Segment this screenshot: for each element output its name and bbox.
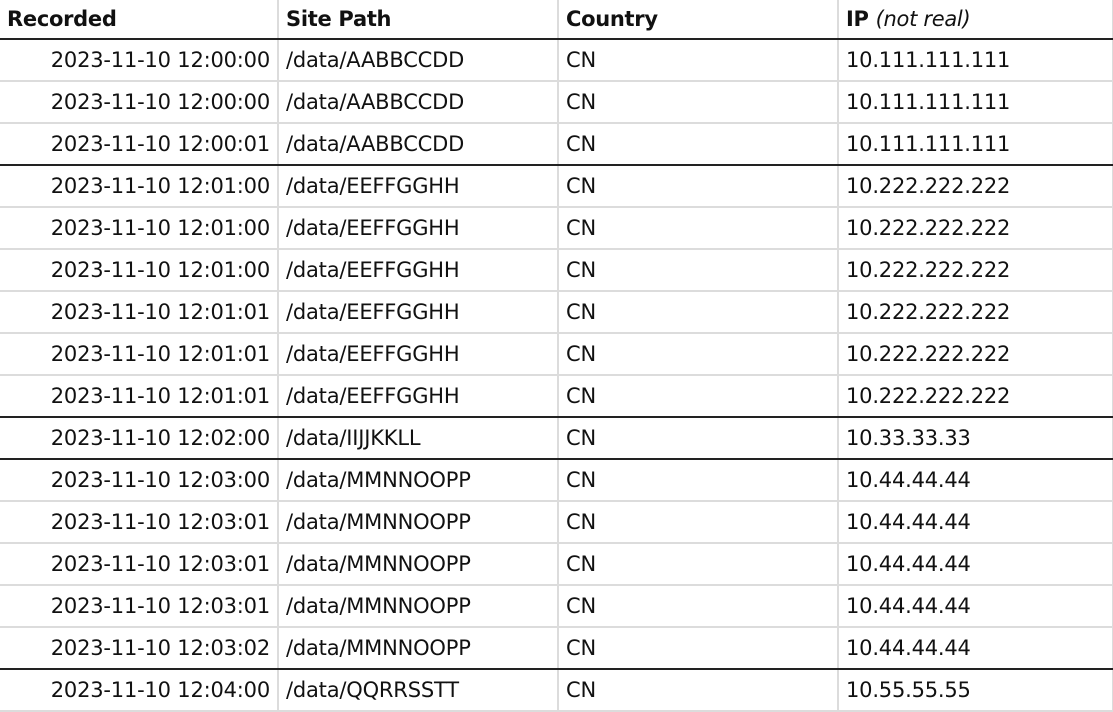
table-row: 2023-11-10 12:00:00/data/AABBCCDD CN 10.11… xyxy=(0,81,1113,124)
cell-country[interactable]: CN xyxy=(558,417,839,460)
cell-ip[interactable]: 10.55.55.55 xyxy=(838,669,1113,712)
cell-recorded[interactable]: 2023-11-10 12:01:00 xyxy=(0,207,279,250)
cell-recorded[interactable]: 2023-11-10 12:03:01 xyxy=(0,585,279,628)
cell-site-path[interactable]: /data/MMNNOOPP xyxy=(278,459,559,502)
cell-ip[interactable]: 10.44.44.44 xyxy=(838,627,1113,670)
cell-country[interactable]: CN xyxy=(558,249,839,292)
cell-country[interactable]: CN xyxy=(558,501,839,544)
cell-site-path[interactable]: /data/AABBCCDD xyxy=(278,81,559,124)
cell-recorded[interactable]: 2023-11-10 12:01:01 xyxy=(0,375,279,418)
table-row: 2023-11-10 12:03:00/data/MMNNOOPP CN 10.44… xyxy=(0,459,1113,502)
cell-site-path[interactable]: /data/QQRRSSTT xyxy=(278,669,559,712)
cell-country[interactable]: CN xyxy=(558,39,839,82)
cell-ip[interactable]: 10.44.44.44 xyxy=(838,543,1113,586)
cell-country[interactable]: CN xyxy=(558,585,839,628)
cell-country[interactable]: CN xyxy=(558,123,839,166)
cell-recorded[interactable]: 2023-11-10 12:00:01 xyxy=(0,123,279,166)
cell-country[interactable]: CN xyxy=(558,333,839,376)
table-row: 2023-11-10 12:03:01/data/MMNNOOPP CN 10.44… xyxy=(0,543,1113,586)
cell-recorded[interactable]: 2023-11-10 12:01:01 xyxy=(0,333,279,376)
table-row: 2023-11-10 12:04:00/data/QQRRSSTT CN 10.55… xyxy=(0,669,1113,712)
table-row: 2023-11-10 12:01:01/data/EEFFGGHH CN 10.22… xyxy=(0,291,1113,334)
cell-recorded[interactable]: 2023-11-10 12:03:01 xyxy=(0,501,279,544)
table-row: 2023-11-10 12:02:00/data/IIJJKKLL CN 10.33… xyxy=(0,417,1113,460)
header-ip-label: IP xyxy=(846,7,869,31)
cell-site-path[interactable]: /data/EEFFGGHH xyxy=(278,291,559,334)
cell-site-path[interactable]: /data/MMNNOOPP xyxy=(278,627,559,670)
table-row: 2023-11-10 12:01:01/data/EEFFGGHH CN 10.22… xyxy=(0,375,1113,418)
cell-site-path[interactable]: /data/AABBCCDD xyxy=(278,39,559,82)
cell-country[interactable]: CN xyxy=(558,375,839,418)
header-ip: IP (not real) xyxy=(838,0,1113,40)
cell-recorded[interactable]: 2023-11-10 12:01:00 xyxy=(0,249,279,292)
cell-recorded[interactable]: 2023-11-10 12:03:00 xyxy=(0,459,279,502)
cell-ip[interactable]: 10.222.222.222 xyxy=(838,333,1113,376)
cell-recorded[interactable]: 2023-11-10 12:01:00 xyxy=(0,165,279,208)
cell-recorded[interactable]: 2023-11-10 12:01:01 xyxy=(0,291,279,334)
cell-ip[interactable]: 10.222.222.222 xyxy=(838,207,1113,250)
cell-recorded[interactable]: 2023-11-10 12:04:00 xyxy=(0,669,279,712)
cell-ip[interactable]: 10.44.44.44 xyxy=(838,585,1113,628)
table-row: 2023-11-10 12:01:00/data/EEFFGGHH CN 10.22… xyxy=(0,249,1113,292)
cell-ip[interactable]: 10.44.44.44 xyxy=(838,459,1113,502)
cell-site-path[interactable]: /data/EEFFGGHH xyxy=(278,333,559,376)
cell-site-path[interactable]: /data/EEFFGGHH xyxy=(278,375,559,418)
cell-site-path[interactable]: /data/EEFFGGHH xyxy=(278,207,559,250)
cell-recorded[interactable]: 2023-11-10 12:00:00 xyxy=(0,81,279,124)
cell-site-path[interactable]: /data/MMNNOOPP xyxy=(278,543,559,586)
cell-country[interactable]: CN xyxy=(558,543,839,586)
cell-country[interactable]: CN xyxy=(558,291,839,334)
cell-country[interactable]: CN xyxy=(558,81,839,124)
cell-country[interactable]: CN xyxy=(558,669,839,712)
cell-recorded[interactable]: 2023-11-10 12:00:00 xyxy=(0,39,279,82)
table-row: 2023-11-10 12:00:01/data/AABBCCDD CN 10.11… xyxy=(0,123,1113,166)
header-country: Country xyxy=(558,0,839,40)
cell-ip[interactable]: 10.111.111.111 xyxy=(838,123,1113,166)
cell-site-path[interactable]: /data/MMNNOOPP xyxy=(278,585,559,628)
cell-country[interactable]: CN xyxy=(558,165,839,208)
table-row: 2023-11-10 12:03:01/data/MMNNOOPP CN 10.44… xyxy=(0,501,1113,544)
cell-recorded[interactable]: 2023-11-10 12:03:02 xyxy=(0,627,279,670)
cell-ip[interactable]: 10.222.222.222 xyxy=(838,165,1113,208)
cell-ip[interactable]: 10.111.111.111 xyxy=(838,39,1113,82)
cell-country[interactable]: CN xyxy=(558,459,839,502)
cell-ip[interactable]: 10.222.222.222 xyxy=(838,291,1113,334)
cell-site-path[interactable]: /data/MMNNOOPP xyxy=(278,501,559,544)
table-row: 2023-11-10 12:03:01/data/MMNNOOPP CN 10.44… xyxy=(0,585,1113,628)
cell-recorded[interactable]: 2023-11-10 12:03:01 xyxy=(0,543,279,586)
table-row: 2023-11-10 12:01:00/data/EEFFGGHH CN 10.22… xyxy=(0,165,1113,208)
cell-site-path[interactable]: /data/EEFFGGHH xyxy=(278,249,559,292)
cell-ip[interactable]: 10.222.222.222 xyxy=(838,249,1113,292)
table-row: 2023-11-10 12:00:00/data/AABBCCDD CN 10.11… xyxy=(0,39,1113,82)
cell-ip[interactable]: 10.44.44.44 xyxy=(838,501,1113,544)
cell-site-path[interactable]: /data/AABBCCDD xyxy=(278,123,559,166)
cell-ip[interactable]: 10.222.222.222 xyxy=(838,375,1113,418)
cell-country[interactable]: CN xyxy=(558,207,839,250)
cell-site-path[interactable]: /data/IIJJKKLL xyxy=(278,417,559,460)
cell-ip[interactable]: 10.111.111.111 xyxy=(838,81,1113,124)
cell-recorded[interactable]: 2023-11-10 12:02:00 xyxy=(0,417,279,460)
header-row: Recorded Site Path Country IP (not real) xyxy=(0,0,1113,40)
header-ip-note: (not real) xyxy=(875,7,971,31)
cell-country[interactable]: CN xyxy=(558,627,839,670)
cell-site-path[interactable]: /data/EEFFGGHH xyxy=(278,165,559,208)
cell-ip[interactable]: 10.33.33.33 xyxy=(838,417,1113,460)
header-recorded: Recorded xyxy=(0,0,279,40)
table-row: 2023-11-10 12:03:02/data/MMNNOOPP CN 10.44… xyxy=(0,627,1113,670)
header-site-path: Site Path xyxy=(278,0,559,40)
table-row: 2023-11-10 12:01:00/data/EEFFGGHH CN 10.22… xyxy=(0,207,1113,250)
table-row: 2023-11-10 12:01:01/data/EEFFGGHH CN 10.22… xyxy=(0,333,1113,376)
